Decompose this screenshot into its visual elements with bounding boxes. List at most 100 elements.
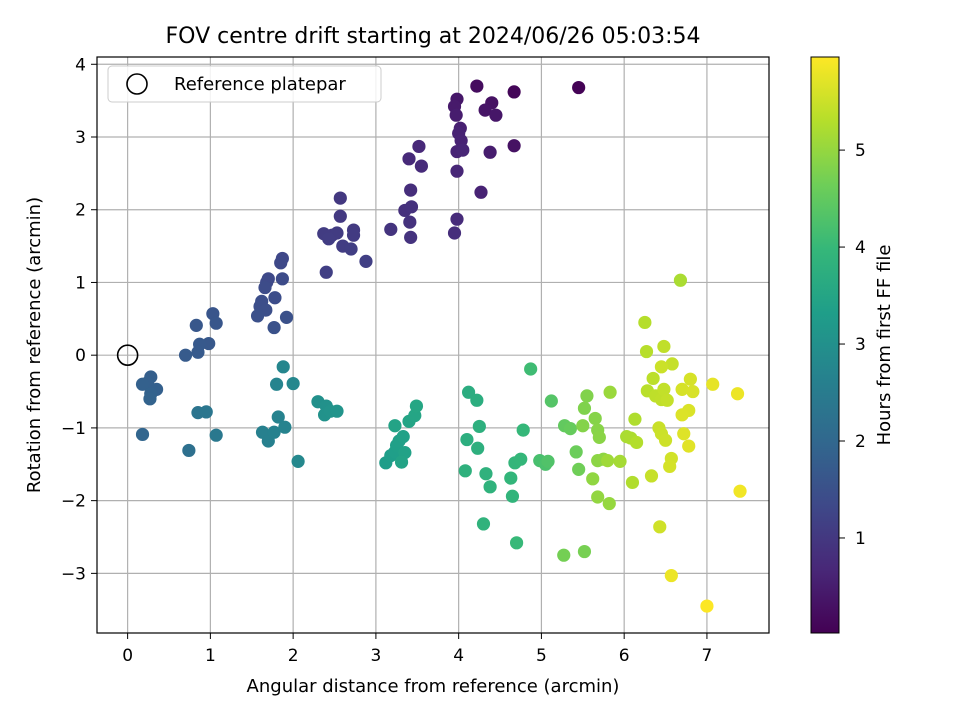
- scatter-point: [344, 242, 358, 256]
- y-tick-label: 3: [75, 128, 86, 148]
- scatter-point: [267, 425, 281, 439]
- scatter-point: [209, 428, 223, 442]
- y-tick-label: 1: [75, 273, 86, 293]
- scatter-point: [461, 385, 476, 399]
- scatter-points: [135, 79, 747, 613]
- scatter-point: [319, 265, 333, 279]
- colorbar-label: Hours from first FF file: [874, 245, 895, 446]
- scatter-point: [396, 430, 410, 444]
- scatter-point: [516, 423, 530, 437]
- scatter-point: [199, 405, 213, 419]
- scatter-point: [191, 345, 205, 359]
- y-tick-label: 0: [75, 346, 86, 366]
- scatter-point: [572, 462, 586, 476]
- scatter-point: [460, 432, 474, 447]
- scatter-point: [569, 445, 583, 459]
- scatter-point: [657, 382, 671, 396]
- scatter-point: [665, 357, 679, 371]
- scatter-point: [658, 433, 673, 447]
- scatter-point: [524, 362, 538, 376]
- scatter-point: [638, 315, 652, 330]
- scatter-point: [613, 454, 627, 468]
- y-tick-label: 4: [75, 55, 86, 75]
- colorbar: 1 2 3 4 5 Hours from first FF file: [810, 56, 895, 634]
- scatter-point: [509, 536, 524, 550]
- scatter-point: [275, 272, 289, 286]
- chart-title: FOV centre drift starting at 2024/06/26 …: [166, 24, 701, 49]
- legend-marker-open-circle: [126, 73, 148, 95]
- scatter-point: [572, 80, 586, 95]
- scatter-point: [639, 344, 654, 359]
- scatter-point: [394, 455, 409, 469]
- scatter-point: [700, 599, 714, 613]
- scatter-point: [388, 419, 402, 433]
- scatter-point: [682, 439, 696, 453]
- scatter-point: [209, 316, 223, 330]
- scatter-point: [450, 212, 464, 226]
- colorbar-tick-label: 5: [855, 141, 866, 161]
- colorbar-gradient: [810, 56, 840, 634]
- scatter-point: [730, 387, 745, 401]
- scatter-point: [143, 392, 157, 406]
- scatter-point: [478, 103, 492, 117]
- x-tick-label: 6: [619, 646, 630, 666]
- legend-label: Reference platepar: [174, 74, 346, 95]
- scatter-point: [258, 280, 272, 295]
- scatter-point: [577, 544, 592, 559]
- scatter-point: [414, 159, 429, 173]
- scatter-point: [675, 382, 689, 396]
- colorbar-tick-label: 2: [855, 432, 866, 452]
- scatter-point: [625, 475, 640, 490]
- scatter-point: [447, 226, 462, 240]
- x-tick-label: 3: [370, 646, 381, 666]
- scatter-point: [483, 145, 497, 159]
- scatter-point: [135, 377, 150, 391]
- scatter-point: [330, 404, 344, 418]
- x-tick-label: 0: [122, 646, 133, 666]
- scatter-point: [504, 471, 518, 485]
- y-tick-label: −3: [61, 564, 86, 584]
- y-tick-label: −2: [61, 492, 86, 512]
- scatter-point: [449, 108, 463, 122]
- scatter-point: [505, 489, 520, 503]
- scatter-point: [507, 139, 521, 153]
- scatter-point: [250, 309, 265, 323]
- reference-group: [116, 344, 139, 366]
- y-tick-label: 2: [75, 201, 86, 221]
- scatter-point: [644, 469, 659, 483]
- x-tick-label: 4: [453, 646, 464, 666]
- scatter-point: [507, 85, 521, 99]
- scatter-point: [660, 393, 674, 407]
- scatter-point: [346, 228, 361, 242]
- scatter-point: [675, 408, 689, 422]
- scatter-point: [591, 490, 605, 504]
- scatter-point: [576, 419, 590, 433]
- scatter-point: [514, 452, 528, 466]
- scatter-point: [588, 411, 602, 426]
- x-tick-label: 7: [702, 646, 713, 666]
- scatter-point: [182, 443, 196, 458]
- scatter-point: [646, 371, 660, 386]
- scatter-point: [592, 430, 606, 444]
- scatter-point: [663, 459, 677, 474]
- scatter-point: [404, 200, 419, 214]
- y-axis-label: Rotation from reference (arcmin): [24, 197, 45, 493]
- scatter-point: [474, 185, 488, 199]
- scatter-point: [683, 372, 697, 386]
- scatter-point: [271, 410, 285, 424]
- scatter-point: [664, 568, 678, 583]
- scatter-point: [267, 320, 281, 335]
- scatter-point: [450, 164, 464, 178]
- scatter-point: [471, 441, 485, 455]
- scatter-point: [189, 318, 203, 332]
- scatter-point: [403, 215, 417, 229]
- scatter-point: [456, 143, 470, 157]
- scatter-point: [470, 393, 484, 407]
- scatter-point: [677, 427, 691, 441]
- scatter-point: [657, 339, 671, 354]
- reference-platepar-marker: [116, 344, 139, 366]
- scatter-point: [653, 520, 667, 534]
- scatter-point: [483, 480, 497, 494]
